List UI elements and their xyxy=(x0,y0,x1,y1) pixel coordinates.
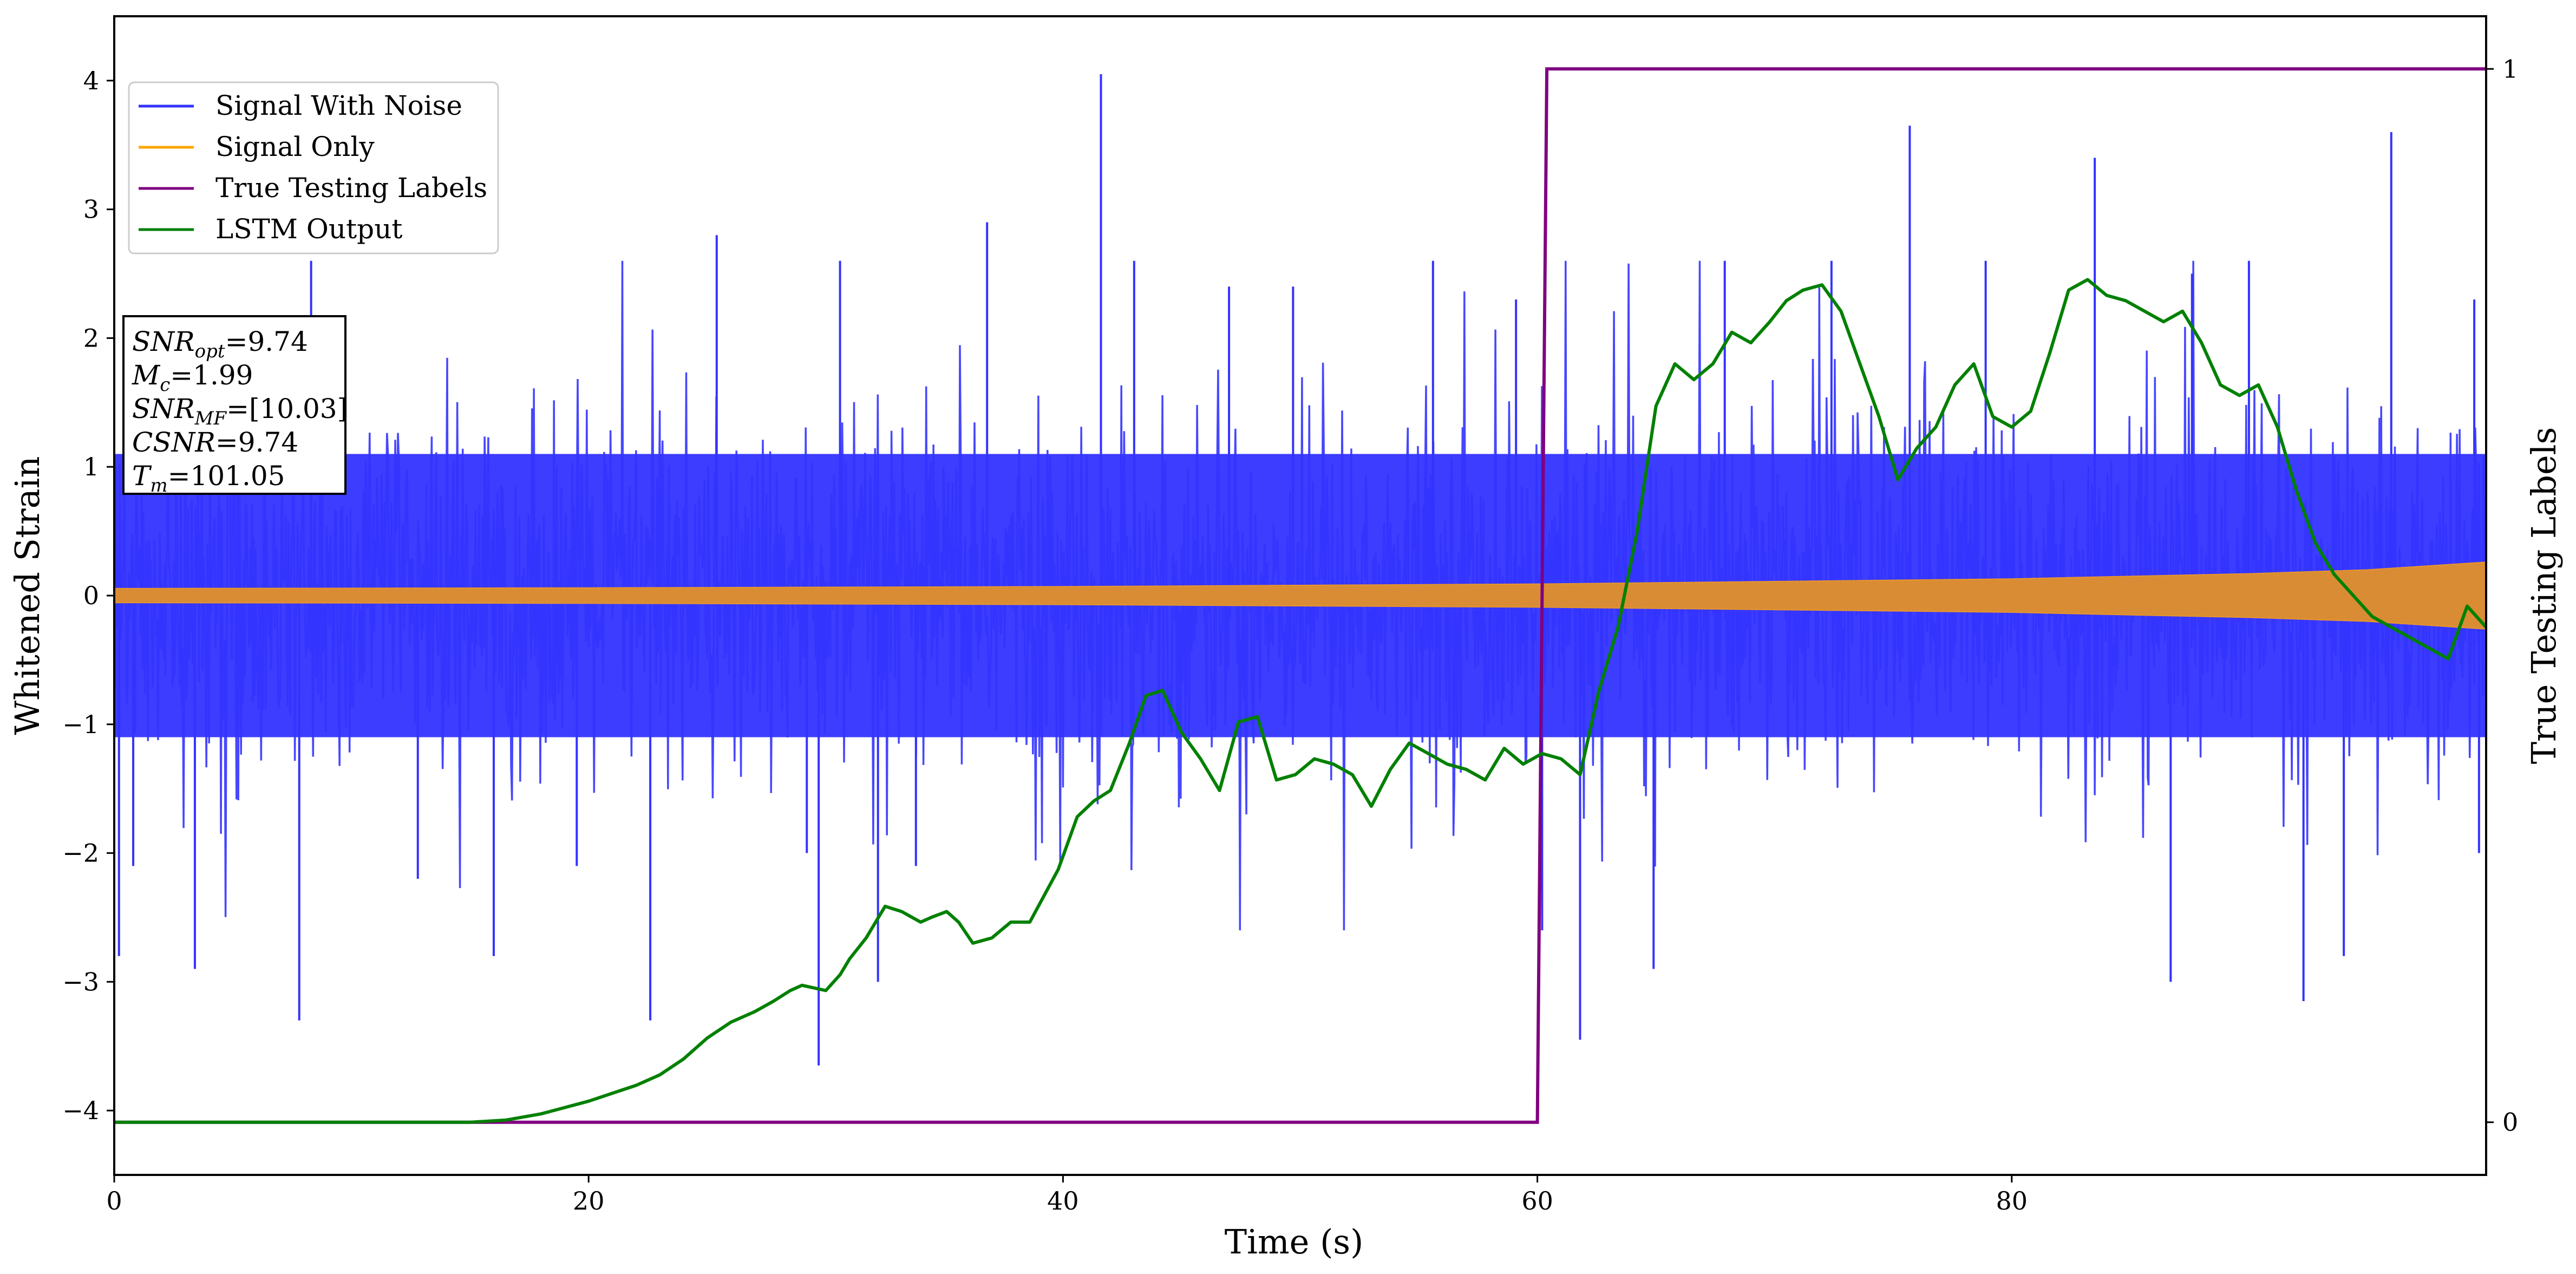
info-line-csnr: CSNR=9.74 xyxy=(132,427,298,458)
y-tick-label: 1 xyxy=(83,452,99,481)
info-box: SNRopt=9.74 Mc=1.99 SNRMF=[10.03] CSNR=9… xyxy=(122,315,348,496)
x-tick-label: 20 xyxy=(573,1186,605,1216)
y-tick-label: 3 xyxy=(83,195,99,224)
y-tick-label: 2 xyxy=(83,323,99,352)
legend-label-signal: Signal Only xyxy=(215,131,375,162)
info-line-tm: Tm=101.05 xyxy=(132,460,285,496)
legend: Signal With Noise Signal Only True Testi… xyxy=(128,81,499,254)
y-tick-label: 0 xyxy=(83,581,99,610)
info-line-mc: Mc=1.99 xyxy=(132,360,253,396)
y-tick-label: −2 xyxy=(62,839,99,868)
noise-trace xyxy=(114,260,2486,931)
legend-label-lstm: LSTM Output xyxy=(215,213,402,245)
legend-box xyxy=(128,81,499,254)
signal-only-series xyxy=(114,561,2486,630)
y-tick-label: 4 xyxy=(83,66,99,95)
y-axis-ticks: −4 −3 −2 −1 0 1 2 3 4 xyxy=(62,66,114,1125)
y-tick-label: −3 xyxy=(62,967,99,996)
y-tick-label: −1 xyxy=(62,710,99,739)
signal-only-band xyxy=(114,561,2486,630)
true-testing-labels-series xyxy=(114,67,2486,1124)
legend-label-noise: Signal With Noise xyxy=(215,90,462,121)
y-axis-label: Whitened Strain xyxy=(8,456,47,735)
x-axis-ticks: 0 20 40 60 80 xyxy=(106,1175,2028,1216)
info-line-snr-mf: SNRMF=[10.03] xyxy=(132,393,348,429)
x-axis-label: Time (s) xyxy=(1225,1222,1364,1262)
info-box-frame xyxy=(122,315,346,495)
lstm-output-line xyxy=(114,278,2486,1124)
x-tick-label: 80 xyxy=(1996,1186,2028,1216)
x-tick-label: 0 xyxy=(106,1186,122,1216)
true-testing-labels-line xyxy=(114,67,2486,1124)
x-tick-label: 60 xyxy=(1521,1186,1553,1216)
y-tick-label: −4 xyxy=(62,1096,99,1125)
y2-axis-label: True Testing Labels xyxy=(2524,427,2564,765)
y2-tick-label: 0 xyxy=(2502,1108,2518,1137)
y2-axis-ticks: 01 xyxy=(2486,54,2518,1137)
lstm-output-series xyxy=(114,278,2486,1124)
info-line-snr-opt: SNRopt=9.74 xyxy=(132,326,308,362)
x-tick-label: 40 xyxy=(1047,1186,1079,1216)
legend-label-labels: True Testing Labels xyxy=(215,172,487,204)
y2-tick-label: 1 xyxy=(2502,54,2518,83)
